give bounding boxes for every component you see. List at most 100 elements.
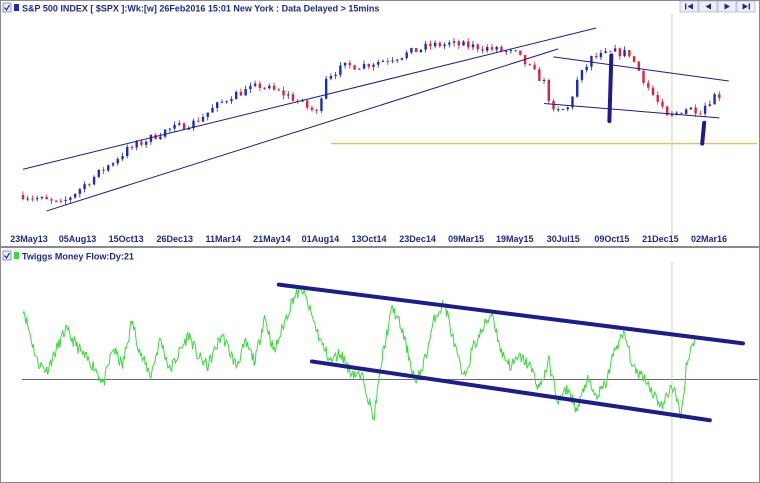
first-icon[interactable] (679, 0, 699, 13)
up-candle (448, 42, 451, 45)
down-candle (197, 120, 200, 122)
down-candle (182, 123, 186, 130)
up-candle (334, 74, 337, 76)
up-candle (713, 94, 716, 105)
up-candle (689, 107, 693, 110)
up-candle (684, 109, 688, 114)
down-candle (353, 65, 356, 70)
down-candle (481, 49, 484, 51)
up-candle (391, 60, 394, 62)
down-candle (552, 100, 555, 110)
up-candle (287, 94, 290, 96)
up-candle (234, 92, 238, 100)
date-tick-label: 13Oct14 (351, 234, 386, 244)
up-candle (253, 83, 257, 86)
up-candle (424, 43, 427, 50)
collapse-icon[interactable] (2, 250, 12, 261)
up-candle (495, 46, 498, 50)
up-candle (599, 52, 603, 58)
up-candle (400, 58, 404, 60)
date-tick-label: 26Dec13 (156, 234, 193, 244)
down-candle (45, 197, 48, 200)
trend-line-lower-channel (309, 359, 712, 423)
up-candle (462, 41, 465, 46)
up-candle (557, 109, 560, 111)
drop-marker-1 (607, 53, 614, 124)
down-candle (272, 85, 276, 90)
up-candle (419, 49, 423, 53)
up-candle (571, 96, 574, 108)
up-candle (590, 55, 593, 67)
up-candle (211, 107, 214, 113)
up-candle (192, 120, 195, 129)
down-candle (21, 194, 25, 200)
price-panel-header: S&P 500 INDEX [ $SPX ]:Wk:[w] 26Feb2016 … (2, 2, 379, 14)
up-candle (675, 112, 678, 114)
back-icon[interactable] (698, 0, 718, 13)
trend-line-recent-upper (553, 56, 729, 82)
up-candle (225, 101, 228, 103)
down-candle (618, 48, 622, 57)
down-candle (306, 100, 309, 108)
down-candle (538, 69, 541, 81)
up-candle (168, 128, 172, 130)
down-candle (519, 50, 522, 56)
down-candle (476, 44, 479, 50)
up-candle (26, 198, 29, 200)
down-candle (651, 87, 655, 95)
down-candle (637, 61, 640, 71)
up-candle (163, 129, 167, 137)
date-tick-label: 21Dec15 (642, 234, 679, 244)
up-candle (362, 64, 366, 69)
down-candle (386, 60, 389, 62)
up-candle (566, 107, 569, 110)
down-candle (263, 87, 266, 89)
up-candle (216, 102, 219, 108)
up-candle (396, 59, 399, 61)
series-color-icon (14, 4, 19, 11)
price-panel-title: S&P 500 INDEX [ $SPX ]:Wk:[w] 26Feb2016 … (22, 4, 379, 14)
date-tick-label: 15Oct13 (109, 234, 144, 244)
down-candle (500, 46, 503, 52)
up-candle (405, 52, 408, 59)
money-flow-panel-title: Twiggs Money Flow:Dy:21 (22, 252, 134, 262)
down-candle (348, 62, 352, 66)
trend-line-upper-channel (276, 282, 745, 346)
down-candle (661, 101, 664, 107)
date-tick-label: 23Dec14 (399, 234, 436, 244)
down-candle (457, 41, 460, 46)
up-candle (377, 61, 380, 65)
trend-line-recent-lower (544, 102, 720, 119)
down-candle (647, 82, 650, 88)
down-candle (291, 94, 295, 101)
up-candle (83, 184, 86, 190)
series-color-icon (14, 252, 19, 259)
down-candle (50, 199, 53, 201)
up-candle (78, 189, 82, 194)
down-candle (547, 79, 550, 101)
date-tick-label: 19May15 (496, 234, 534, 244)
trend-line-lower-channel (46, 48, 559, 212)
forward-icon[interactable] (717, 0, 737, 13)
up-candle (580, 70, 584, 80)
up-candle (585, 66, 588, 71)
up-candle (358, 68, 361, 70)
collapse-icon[interactable] (2, 2, 12, 13)
up-candle (443, 44, 446, 47)
up-candle (708, 104, 712, 106)
down-candle (467, 41, 470, 48)
down-candle (528, 64, 532, 66)
up-candle (73, 193, 77, 198)
up-candle (486, 47, 489, 51)
money-flow-panel-header: Twiggs Money Flow:Dy:21 (2, 250, 134, 262)
down-candle (277, 89, 280, 91)
up-candle (244, 89, 247, 96)
date-tick-label: 23May13 (10, 234, 48, 244)
up-candle (372, 64, 375, 67)
drop-marker-2 (700, 120, 707, 146)
last-icon[interactable] (736, 0, 756, 13)
down-candle (694, 107, 697, 114)
down-candle (514, 50, 517, 52)
down-candle (31, 198, 34, 200)
down-candle (315, 109, 318, 111)
